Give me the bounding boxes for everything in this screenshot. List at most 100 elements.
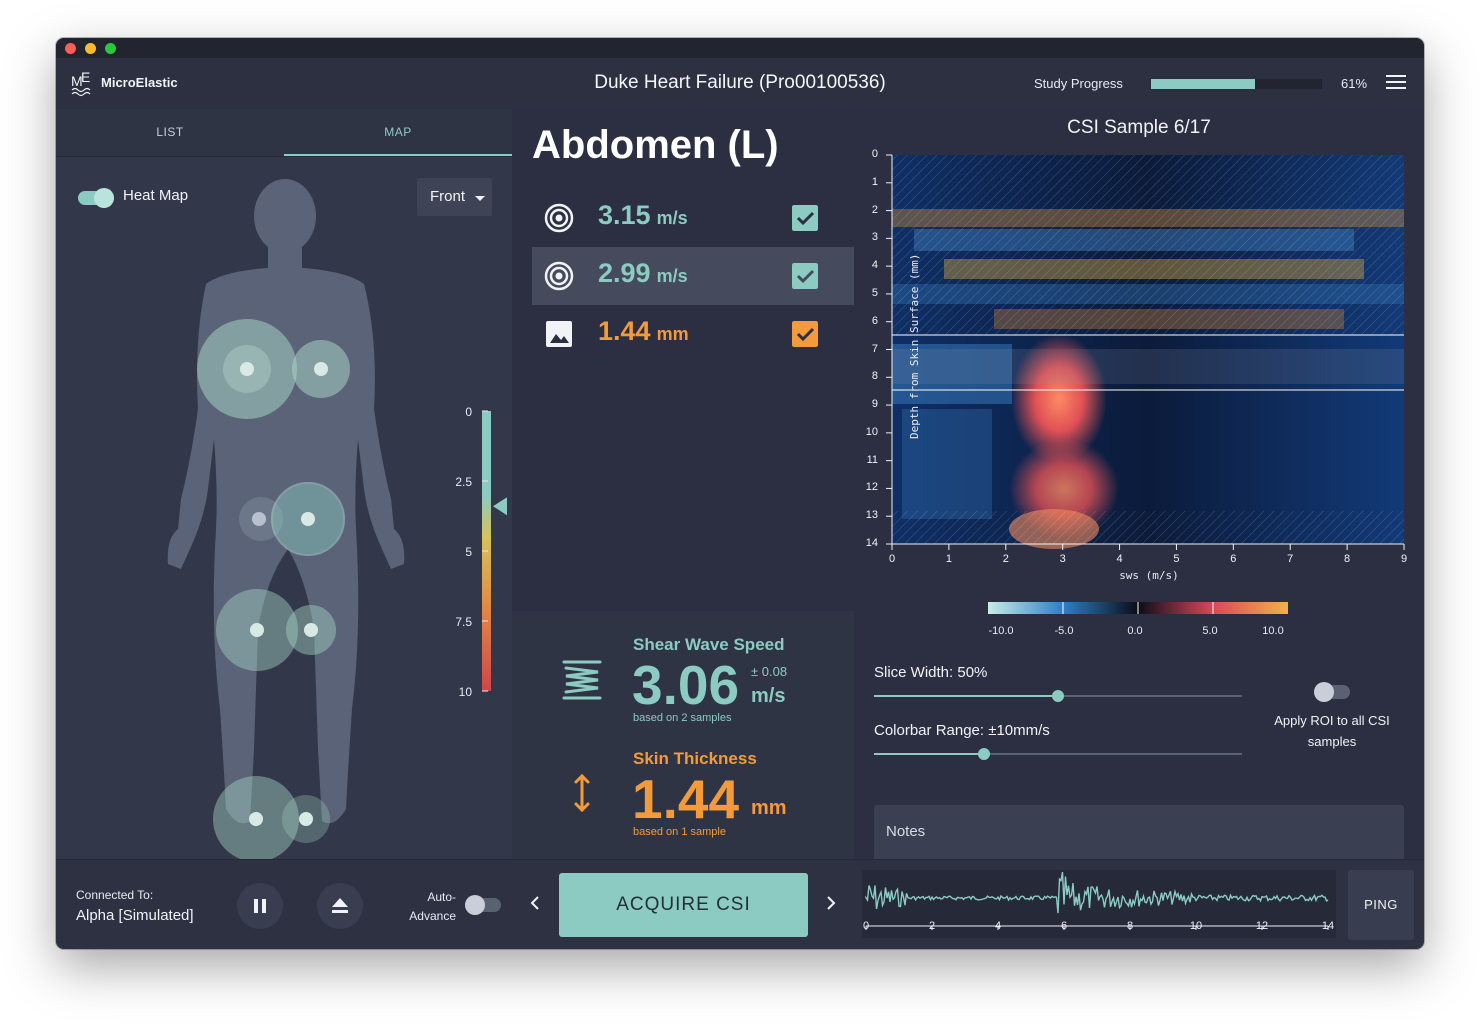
apply-roi-toggle[interactable] [1314, 682, 1350, 702]
study-progress-bar [1151, 79, 1322, 89]
zoom-window-button[interactable] [105, 43, 116, 54]
minimize-window-button[interactable] [85, 43, 96, 54]
y-tick-label: 6 [871, 314, 878, 327]
connected-device: Alpha [Simulated] [76, 907, 194, 924]
waveform-tick-label: 6 [1060, 920, 1068, 932]
heatmap-regions [197, 319, 350, 859]
summary-section: Shear Wave Speed 3.06 ± 0.08 m/s based o… [512, 611, 854, 859]
study-progress-fill [1151, 79, 1256, 89]
slice-width-label: Slice Width: 50% [874, 664, 988, 681]
caret-down-icon [475, 196, 485, 201]
control-bar: Connected To: Alpha [Simulated] Auto-Adv… [56, 859, 1424, 949]
vertical-arrows-icon [574, 773, 590, 813]
app-header: M E MicroElastic Duke Heart Failure (Pro… [56, 58, 1424, 109]
y-tick-label: 9 [871, 398, 878, 411]
y-tick-label: 0 [871, 148, 878, 160]
x-tick-label: 0 [888, 553, 896, 565]
auto-advance-label: Auto-Advance [409, 890, 456, 923]
x-axis-label: sws (m/s) [1119, 569, 1179, 582]
heatmap-toggle[interactable] [78, 188, 114, 208]
y-tick-label: 13 [865, 509, 878, 522]
measurement-panel: Abdomen (L) 3.15 m/s 2.99 m/s 1.44 mm [512, 109, 854, 859]
target-icon [544, 261, 574, 291]
y-tick-label: 4 [871, 259, 878, 272]
notes-field[interactable]: Notes [874, 805, 1404, 865]
colorbar [988, 602, 1288, 614]
window-titlebar [56, 38, 1424, 58]
x-tick-label: 7 [1287, 553, 1294, 565]
scale-tick: 0 [465, 405, 472, 419]
y-tick-label: 5 [871, 286, 878, 299]
y-axis-label: Depth from Skin Surface (mm) [908, 254, 921, 439]
auto-advance-toggle[interactable] [465, 895, 501, 915]
x-tick-label: 2 [1002, 553, 1009, 565]
y-tick-label: 14 [865, 537, 878, 549]
hamburger-menu-icon[interactable] [1386, 75, 1406, 91]
connected-label: Connected To: [76, 888, 154, 902]
next-chevron-icon[interactable] [824, 893, 838, 913]
view-side-value: Front [430, 188, 466, 205]
colorbar-range-label: Colorbar Range: ±10mm/s [874, 722, 1050, 739]
waveform-tick-label: 12 [1255, 920, 1269, 932]
y-tick-label: 7 [871, 342, 878, 355]
scale-tick: 5 [465, 545, 472, 559]
notes-placeholder: Notes [886, 823, 926, 840]
pause-button[interactable] [237, 883, 283, 929]
measurement-row[interactable]: 1.44 mm [532, 305, 854, 363]
waveform-tick-label: 14 [1321, 920, 1335, 932]
measurement-value: 1.44 mm [598, 316, 689, 346]
colorbar-tick: 0.0 [1127, 625, 1143, 637]
pause-icon [254, 899, 266, 913]
slice-width-slider[interactable] [874, 689, 1242, 703]
x-tick-label: 1 [945, 553, 952, 565]
svg-text:M: M [71, 73, 83, 89]
measurement-row[interactable]: 3.15 m/s [532, 189, 854, 247]
skin-thickness-unit: mm [751, 797, 787, 819]
measurement-value: 3.15 m/s [598, 200, 688, 230]
microelastic-logo-icon: M E [71, 69, 91, 97]
study-progress-percent: 61% [1341, 76, 1368, 91]
y-tick-label: 8 [871, 370, 878, 383]
measurement-checkbox[interactable] [792, 263, 818, 289]
scale-marker-icon [493, 497, 507, 516]
csi-plot[interactable]: Depth from Skin Surface (mm) [854, 109, 1424, 589]
measurement-checkbox[interactable] [792, 205, 818, 231]
x-tick-label: 3 [1059, 553, 1066, 565]
region-title: Abdomen (L) [532, 123, 779, 167]
tab-map[interactable]: MAP [284, 109, 512, 156]
scale-tick: 10 [458, 685, 472, 699]
measurement-row-selected[interactable]: 2.99 m/s [532, 247, 854, 305]
y-tick-label: 2 [871, 203, 878, 216]
waveform-display [862, 870, 1336, 938]
waveform-trace [865, 871, 1329, 930]
measurement-checkbox[interactable] [792, 321, 818, 347]
csi-sample-title: CSI Sample 6/17 [1067, 117, 1211, 138]
shear-wave-unit: m/s [751, 685, 786, 707]
eject-button[interactable] [317, 883, 363, 929]
y-tick-label: 1 [871, 175, 878, 188]
x-tick-label: 6 [1230, 553, 1237, 565]
tab-list[interactable]: LIST [156, 125, 184, 139]
acquire-csi-button[interactable]: ACQUIRE CSI [559, 873, 808, 937]
eject-icon [332, 898, 348, 913]
y-tick-label: 10 [865, 425, 878, 438]
ping-button[interactable]: PING [1348, 870, 1414, 940]
heatmap-label: Heat Map [123, 187, 189, 204]
x-tick-label: 4 [1116, 553, 1123, 565]
study-title: Duke Heart Failure (Pro00100536) [594, 72, 886, 93]
close-window-button[interactable] [65, 43, 76, 54]
colorbar-tick: -5.0 [1054, 625, 1074, 637]
scale-tick: 2.5 [455, 475, 472, 489]
waveform-tick-label: 4 [994, 920, 1002, 932]
colorbar-range-slider[interactable] [874, 747, 1242, 761]
study-progress-label: Study Progress [1034, 76, 1123, 91]
view-side-select[interactable]: Front [417, 178, 492, 216]
previous-chevron-icon[interactable] [528, 893, 542, 913]
apply-roi-label: Apply ROI to all CSI samples [1274, 713, 1390, 749]
spring-icon [562, 660, 602, 700]
app-window: M E MicroElastic Duke Heart Failure (Pro… [56, 38, 1424, 949]
csi-panel: CSI Sample 6/17 [854, 109, 1424, 865]
body-map-panel: LIST MAP Heat Map Front [56, 109, 512, 859]
scale-tick: 7.5 [455, 615, 472, 629]
shear-wave-value: 3.06 [632, 654, 740, 716]
